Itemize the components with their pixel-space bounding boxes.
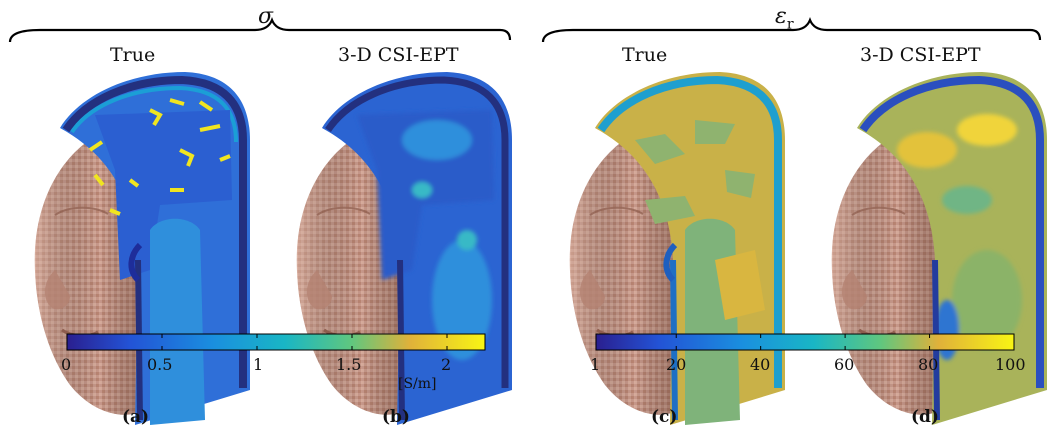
brace-eps [541, 17, 1042, 43]
caption-d: (d) [911, 407, 939, 427]
panel-b-image [295, 72, 512, 425]
eps-symbol: εr [775, 4, 794, 33]
caption-b: (b) [382, 407, 410, 427]
panel-c-title: True [622, 44, 668, 66]
panel-d-title: 3-D CSI-EPT [860, 44, 981, 66]
eps-tick-1: 1 [590, 355, 601, 374]
sigma-unit: [S/m] [398, 376, 437, 392]
sigma-symbol: σ [258, 4, 274, 29]
eps-tick-100: 100 [995, 355, 1026, 374]
sigma-tick-1: 1 [253, 355, 264, 374]
sigma-tick-0: 0 [61, 355, 72, 374]
colorbar-eps [595, 333, 1015, 351]
sigma-tick-0-5: 0.5 [147, 355, 173, 374]
eps-tick-60: 60 [834, 355, 855, 374]
sigma-tick-1-5: 1.5 [336, 355, 362, 374]
panel-a-title: True [110, 44, 156, 66]
caption-a: (a) [122, 407, 150, 427]
eps-tick-80: 80 [918, 355, 939, 374]
sigma-tick-2: 2 [441, 355, 452, 374]
eps-tick-40: 40 [750, 355, 771, 374]
brace-sigma [8, 17, 512, 43]
colorbar-sigma [66, 333, 486, 351]
caption-c: (c) [651, 407, 678, 427]
panel-b-title: 3-D CSI-EPT [338, 44, 459, 66]
eps-tick-20: 20 [666, 355, 687, 374]
